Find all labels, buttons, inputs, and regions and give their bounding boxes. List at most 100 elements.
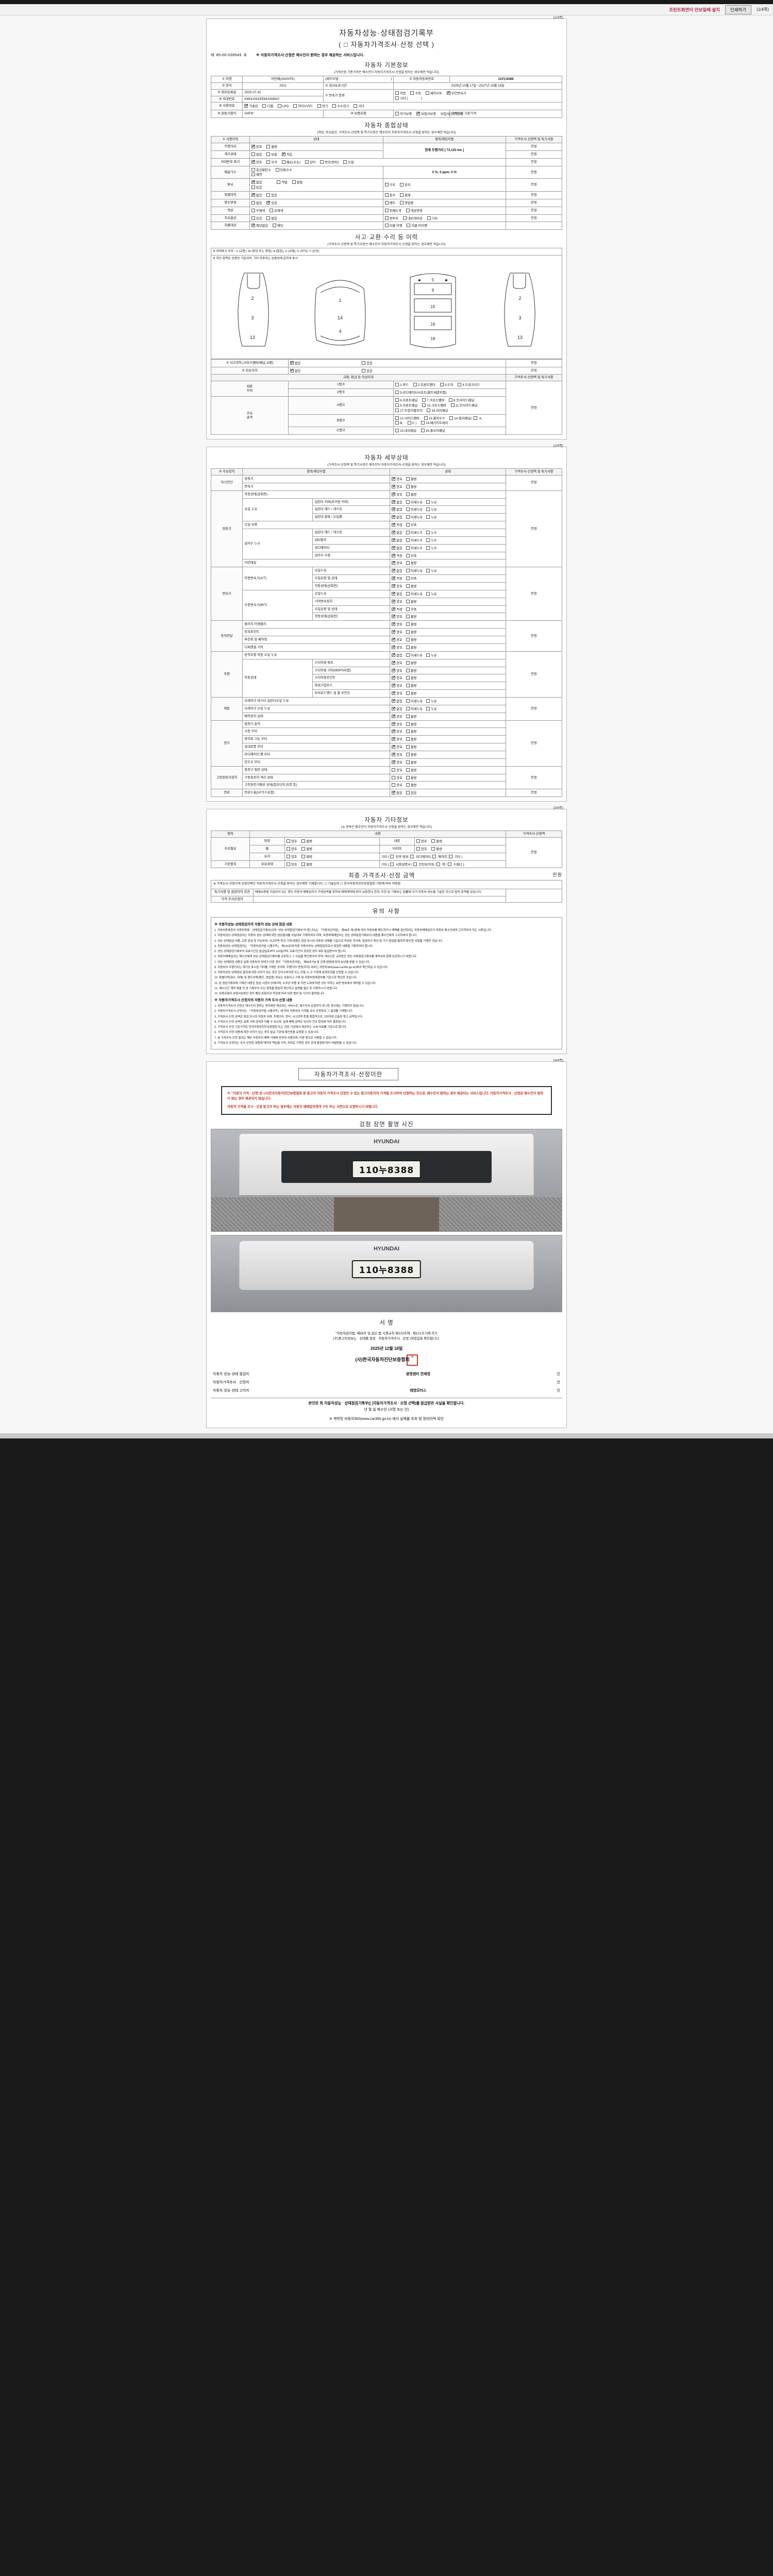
tuning-part-device[interactable]: 장치 [400, 182, 411, 188]
fuel-opt-fcev[interactable]: 수소전기 [332, 104, 349, 109]
mileage-opt-good[interactable]: 양호 [251, 144, 262, 149]
detail-opt-없음[interactable]: 없음 [392, 790, 402, 795]
detail-opt-미세누수[interactable]: 미세누수 [406, 538, 423, 543]
detail-opt-누유[interactable]: 누유 [426, 515, 437, 520]
detail-opt-불량[interactable]: 불량 [406, 614, 416, 619]
detail-opt-불량[interactable]: 불량 [406, 768, 416, 773]
recall-part-done[interactable]: 리콜 이행 [384, 223, 402, 228]
detail-opt-양호[interactable]: 양호 [392, 599, 402, 604]
emission-opt-co[interactable]: 일산화탄소 [251, 167, 271, 173]
tire-opt-bad[interactable]: 불량 [431, 846, 442, 852]
detail-opt-양호[interactable]: 양호 [392, 476, 402, 482]
panel-item-door[interactable]: 3.도어 [440, 382, 453, 387]
detail-opt-적정[interactable]: 적정 [392, 553, 402, 558]
panel-item-wheel-house-a[interactable]: 10.크로스멤버 [422, 403, 446, 408]
warranty-opt-insurer[interactable]: 보험사보증 [416, 111, 436, 116]
detail-opt-양호[interactable]: 양호 [392, 683, 402, 688]
detail-opt-불량[interactable]: 불량 [406, 660, 416, 666]
fuel-opt-ev[interactable]: 전기 [317, 104, 328, 109]
detail-opt-누수[interactable]: 누수 [426, 546, 437, 551]
detail-opt-미세누유[interactable]: 미세누유 [406, 591, 423, 597]
gauge-opt-normal[interactable]: 보통 [266, 152, 277, 157]
detail-opt-양호[interactable]: 양호 [392, 783, 402, 788]
detail-opt-불량[interactable]: 불량 [406, 584, 416, 589]
detail-opt-부족[interactable]: 부족 [406, 522, 416, 528]
detail-opt-양호[interactable]: 양호 [392, 621, 402, 627]
fuel-opt-lpg[interactable]: LPG [277, 104, 289, 109]
item-manual-checkbox[interactable] [390, 862, 394, 866]
usage-part-rent[interactable]: 렌트 [384, 200, 395, 206]
detail-opt-양호[interactable]: 양호 [392, 645, 402, 650]
detail-opt-양호[interactable]: 양호 [392, 744, 402, 750]
detail-opt-없음[interactable]: 없음 [392, 706, 402, 711]
detail-opt-불량[interactable]: 불량 [406, 752, 416, 757]
print-button[interactable]: 인쇄하기 [725, 5, 752, 14]
detail-opt-적정[interactable]: 적정 [392, 575, 402, 581]
panel-item-wheel-house[interactable]: 13.휠하우스 [424, 416, 445, 421]
panel-item-front-fender[interactable]: 2.프론트팬더 [413, 382, 435, 387]
detail-opt-없음[interactable]: 없음 [392, 530, 402, 535]
detail-opt-양호[interactable]: 양호 [392, 690, 402, 696]
detail-opt-누수[interactable]: 누수 [426, 538, 437, 543]
detail-opt-없음[interactable]: 없음 [392, 545, 402, 551]
interior-opt-good[interactable]: 양호 [416, 839, 427, 844]
detail-opt-불량[interactable]: 불량 [406, 477, 416, 482]
detail-opt-없음[interactable]: 없음 [392, 698, 402, 704]
trans-opt-auto[interactable]: 자동 [395, 91, 406, 96]
detail-opt-미세누유[interactable]: 미세누유 [406, 515, 423, 520]
special-part-flood[interactable]: 침수 [384, 193, 395, 198]
wheel-opt-bad[interactable]: 불량 [301, 846, 312, 852]
detail-opt-누유[interactable]: 누유 [426, 568, 437, 573]
panel-item-cross-member[interactable]: 7.크로스멤버 [422, 398, 444, 403]
detail-opt-불량[interactable]: 불량 [406, 760, 416, 765]
tuning-opt-none[interactable]: 없음 [251, 179, 262, 185]
detail-opt-미세누수[interactable]: 미세누수 [406, 546, 423, 551]
detail-opt-불량[interactable]: 불량 [406, 630, 416, 635]
item-jack-checkbox[interactable] [436, 862, 440, 866]
glass-opt-good[interactable]: 양호 [287, 854, 297, 859]
detail-opt-없음[interactable]: 없음 [392, 537, 402, 543]
detail-opt-미세누유[interactable]: 미세누유 [406, 653, 423, 658]
exchange-opt-exists[interactable]: 있음 [362, 361, 373, 366]
simple-opt-none[interactable]: 없음 [290, 368, 300, 374]
vinmark-opt-damage[interactable]: 훼손(오손) [281, 160, 300, 165]
panel-item-pillar-c[interactable]: C ) [407, 420, 416, 426]
vinmark-opt-altered[interactable]: 변조(변타) [320, 160, 339, 165]
fuel-opt-diesel[interactable]: 디젤 [262, 104, 273, 109]
special-opt-exists[interactable]: 있음 [266, 193, 277, 198]
detail-opt-양호[interactable]: 양호 [392, 759, 402, 765]
special-part-fire[interactable]: 화재 [400, 193, 411, 198]
exterior-opt-good[interactable]: 양호 [287, 839, 297, 844]
detail-opt-불량[interactable]: 불량 [406, 729, 416, 734]
tuning-opt-legal[interactable]: 적법 [277, 180, 288, 185]
vinmark-opt-good[interactable]: 양호 [251, 159, 262, 165]
detail-opt-부족[interactable]: 부족 [406, 576, 416, 581]
detail-opt-미세누유[interactable]: 미세누유 [406, 699, 423, 704]
detail-opt-미세누유[interactable]: 미세누유 [406, 706, 423, 711]
detail-opt-양호[interactable]: 양호 [392, 614, 402, 619]
panel-item-dash-panel[interactable]: 15.대쉬패널 [395, 428, 416, 433]
tuning-opt-exists[interactable]: 있음 [251, 185, 262, 190]
detail-opt-불량[interactable]: 불량 [406, 714, 416, 719]
options-opt-exists[interactable]: 있음 [251, 216, 262, 221]
panel-item-side-member[interactable]: 12.사이드멤버 [395, 416, 419, 421]
detail-opt-불량[interactable]: 불량 [406, 783, 416, 788]
detail-opt-누유[interactable]: 누유 [426, 500, 437, 505]
detail-opt-미세누수[interactable]: 미세누수 [406, 530, 423, 535]
recall-opt-na[interactable]: 해당없음 [251, 223, 268, 228]
detail-opt-부족[interactable]: 부족 [406, 607, 416, 612]
panel-item-inside-panel-a[interactable]: 11.인사이드패널 [450, 403, 478, 408]
detail-opt-불량[interactable]: 불량 [406, 622, 416, 627]
detail-opt-양호[interactable]: 양호 [392, 492, 402, 497]
panel-item-hood[interactable]: 1.후드 [395, 382, 409, 387]
detail-opt-양호[interactable]: 양호 [392, 752, 402, 757]
detail-opt-양호[interactable]: 양호 [392, 637, 402, 642]
detail-opt-불량[interactable]: 불량 [406, 599, 416, 604]
panel-item-trunk-lid[interactable]: 4.트렁크리드 [458, 382, 480, 387]
gauge-opt-many[interactable]: 많음 [251, 152, 262, 157]
color-opt-chromatic[interactable]: 유채색 [270, 208, 283, 213]
fuel-opt-gasoline[interactable]: 가솔린 [244, 103, 258, 109]
detail-opt-불량[interactable]: 불량 [406, 637, 416, 642]
detail-opt-불량[interactable]: 불량 [406, 484, 416, 489]
usage-opt-none[interactable]: 없음 [251, 200, 262, 206]
